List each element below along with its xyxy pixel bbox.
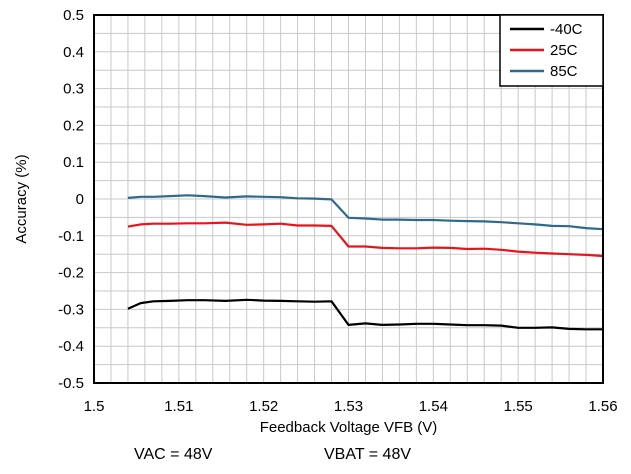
- x-tick-label: 1.5: [84, 398, 105, 415]
- x-tick-label: 1.55: [504, 398, 533, 415]
- y-tick-label: 0.3: [63, 81, 84, 98]
- legend-label: -40C: [550, 21, 583, 38]
- series-line-1: [127, 221, 604, 258]
- legend-box: [499, 14, 604, 87]
- series-line-0: [127, 298, 603, 331]
- y-tick-label: 0.1: [63, 154, 84, 171]
- x-tick-label: 1.53: [334, 398, 363, 415]
- x-tick-label: 1.54: [419, 398, 448, 415]
- series-lines: [127, 194, 604, 331]
- legend-label: 25C: [550, 42, 578, 59]
- x-tick-label: 1.56: [588, 398, 617, 415]
- y-tick-label: 0: [76, 191, 84, 208]
- tick-labels: 1.5 1.51 1.52 1.53 1.54 1.55 1.56 0.5 0.4 0.3 0.2 0…: [58, 7, 617, 415]
- vac-caption: VAC = 48V: [134, 446, 213, 463]
- plot-frame: [93, 14, 604, 384]
- x-tick-label: 1.51: [164, 398, 193, 415]
- y-tick-label: -0.1: [58, 228, 84, 245]
- legend: -40C 25C 85C: [499, 14, 604, 87]
- y-tick-label: 0.5: [63, 7, 84, 24]
- y-tick-label: 0.4: [63, 44, 84, 61]
- y-tick-label: 0.2: [63, 117, 84, 134]
- y-tick-label: -0.4: [58, 338, 84, 355]
- y-tick-label: -0.2: [58, 265, 84, 282]
- x-tick-label: 1.52: [249, 398, 278, 415]
- legend-label: 85C: [550, 63, 578, 80]
- series-line-2: [127, 194, 604, 231]
- y-tick-label: -0.5: [58, 375, 84, 392]
- x-axis-title: Feedback Voltage VFB (V): [260, 419, 438, 436]
- y-axis-title: Accuracy (%): [13, 154, 30, 243]
- y-tick-label: -0.3: [58, 301, 84, 318]
- vbat-caption: VBAT = 48V: [324, 446, 412, 463]
- accuracy-chart: 1.5 1.51 1.52 1.53 1.54 1.55 1.56 0.5 0.4 0.3 0.2 0…: [13, 7, 618, 436]
